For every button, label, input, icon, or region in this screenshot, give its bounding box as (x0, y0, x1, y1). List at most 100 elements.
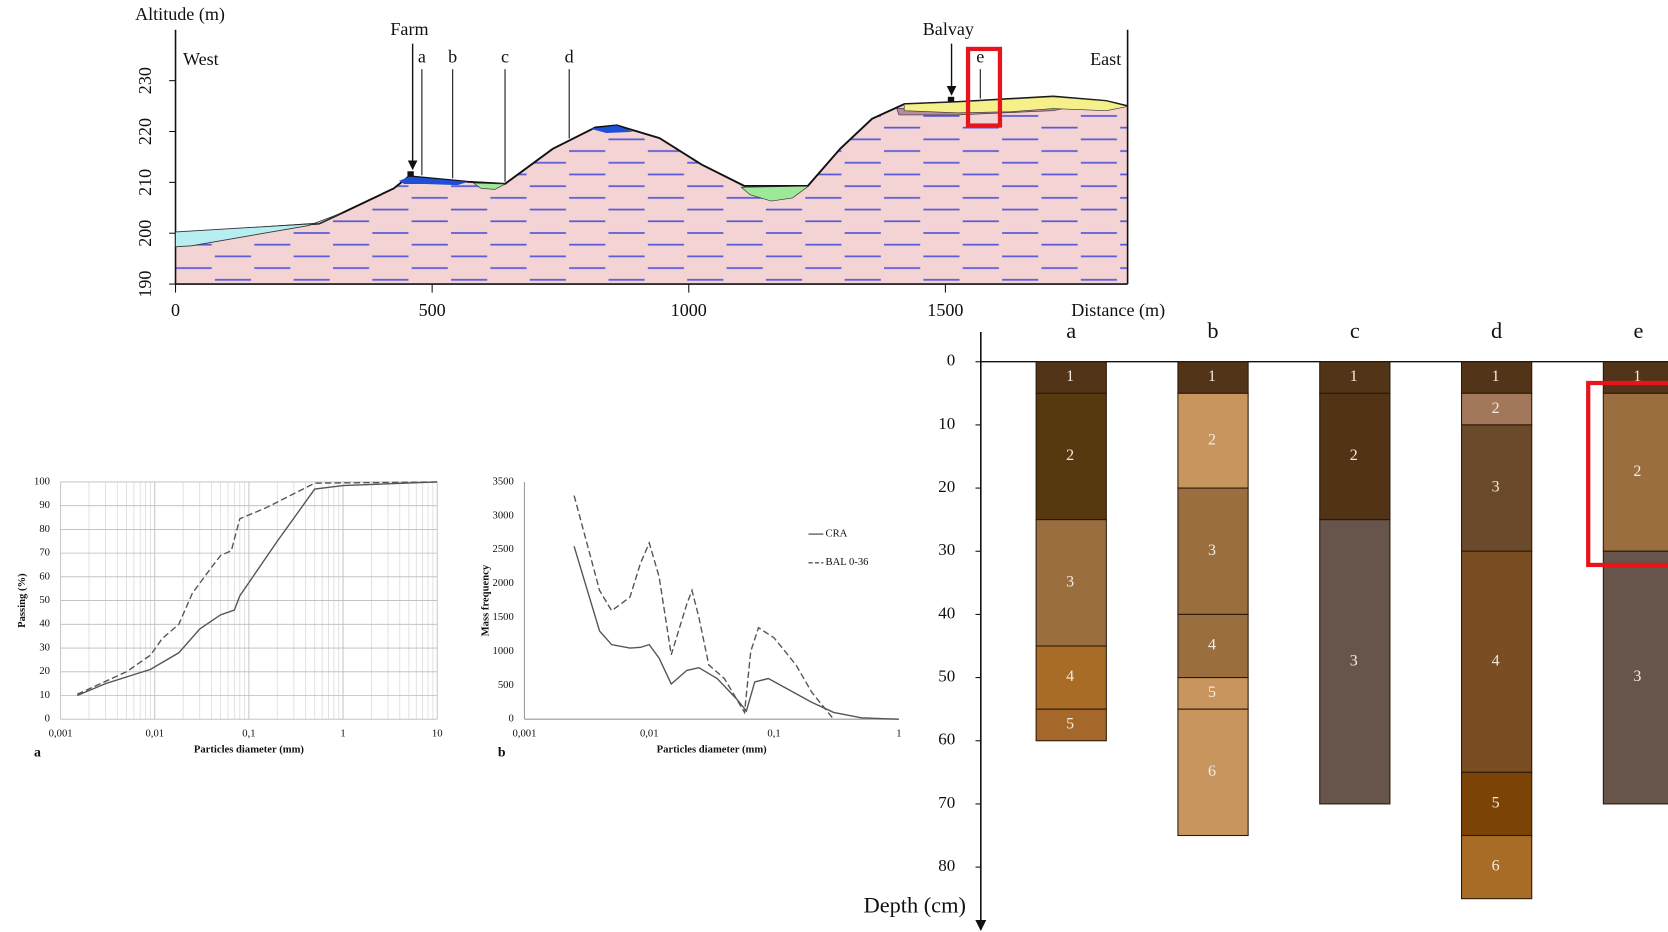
farm-marker (407, 171, 414, 177)
soil-layer (1602, 550, 1668, 805)
soil-layer (1460, 424, 1533, 552)
layer-label: 1 (1066, 368, 1074, 385)
x-tick-label: 0,01 (640, 729, 659, 740)
y-tick-label: 60 (938, 730, 955, 749)
layer-label: 5 (1492, 795, 1500, 812)
y-tick-label: 220 (135, 118, 155, 145)
profile-decor (175, 46, 1128, 248)
layer-label: 1 (1208, 368, 1216, 385)
y-tick-label: 2000 (493, 578, 514, 589)
y-tick-label: 190 (135, 271, 155, 298)
site-label: Balvay (923, 19, 974, 39)
y-tick-label: 0 (45, 714, 50, 725)
layer-label: 6 (1208, 763, 1216, 780)
soil-layer (1177, 392, 1249, 489)
layer-label: 3 (1492, 479, 1500, 496)
x-tick-label: 0,001 (49, 729, 73, 740)
x-axis-title: Distance (m) (1071, 300, 1165, 321)
soil-layer (1460, 550, 1533, 773)
y-tick-label: 10 (39, 690, 50, 701)
y-tick-label: 3500 (493, 476, 514, 487)
x-tick-label: 10 (432, 729, 443, 740)
x-tick-label: 0,001 (512, 729, 536, 740)
panel-label: a (34, 744, 41, 759)
profile-label: d (565, 47, 574, 67)
series-line (76, 481, 438, 695)
layer-label: 1 (1492, 368, 1500, 385)
y-tick-label: 3000 (493, 510, 514, 521)
x-tick-label: 1 (896, 729, 901, 740)
layer-label: 2 (1208, 431, 1216, 448)
soil-layer (1035, 708, 1107, 742)
soil-layer (1177, 677, 1249, 710)
y-tick-label: 0 (508, 714, 513, 725)
y-tick-label: 80 (39, 524, 50, 535)
profile-label: c (501, 47, 509, 67)
alluvium-lens (175, 212, 343, 248)
soil-layer (1177, 708, 1249, 837)
layer-label: 2 (1492, 400, 1500, 417)
soil-layer (1177, 487, 1249, 615)
soil-layer (1177, 361, 1249, 394)
water-lens (398, 176, 469, 186)
y-tick-label: 40 (938, 603, 955, 622)
green-lens (740, 185, 810, 202)
yellow-layer (903, 96, 1128, 114)
profile-label: a (418, 47, 426, 67)
column-label: c (1350, 318, 1360, 343)
y-tick-label: 40 (39, 619, 50, 630)
x-tick-label: 500 (419, 300, 446, 320)
column-label: d (1491, 318, 1502, 343)
x-tick-label: 1500 (927, 300, 963, 320)
y-tick-label: 0 (947, 351, 956, 370)
layer-label: 3 (1066, 573, 1074, 590)
y-tick-label: 30 (39, 642, 50, 653)
x-tick-label: 1 (340, 729, 345, 740)
column-label: b (1207, 318, 1218, 343)
y-axis-title: Depth (cm) (864, 893, 966, 918)
y-tick-label: 500 (498, 680, 514, 691)
legend-label: CRA (825, 529, 847, 540)
highlight-box (1586, 380, 1668, 568)
side-label: West (183, 49, 219, 69)
x-tick-label: 0 (171, 300, 180, 320)
balvay-marker (947, 96, 955, 103)
x-axis-title: Particles diameter (mm) (194, 745, 305, 756)
y-tick-label: 100 (34, 476, 50, 487)
layer-label: 3 (1208, 542, 1216, 559)
y-tick-label: 30 (938, 540, 955, 559)
y-tick-label: 80 (938, 856, 955, 875)
y-tick-label: 70 (39, 548, 50, 559)
x-tick-label: 1000 (671, 300, 707, 320)
y-tick-label: 1500 (493, 612, 514, 623)
y-tick-label: 1000 (493, 646, 514, 657)
layer-label: 4 (1208, 637, 1216, 654)
profile-label: e (976, 47, 984, 67)
y-axis-title: Mass frequency (481, 564, 492, 636)
layer-label: 5 (1208, 684, 1216, 701)
y-tick-label: 90 (39, 500, 50, 511)
layer-label: 4 (1492, 652, 1500, 669)
y-tick-label: 20 (39, 666, 50, 677)
y-tick-label: 10 (938, 414, 955, 433)
soil-layer (1177, 613, 1249, 679)
layer-label: 2 (1350, 447, 1358, 464)
layer-label: 1 (1350, 368, 1358, 385)
y-tick-label: 20 (938, 477, 955, 496)
soil-layer (1035, 519, 1107, 647)
series-line (573, 495, 835, 720)
y-axis-title: Altitude (m) (135, 4, 225, 25)
layer-label: 6 (1492, 858, 1500, 875)
soil-layer (1460, 361, 1533, 394)
x-tick-label: 0,1 (242, 729, 255, 740)
legend-label: BAL 0-36 (825, 557, 868, 568)
series-line (573, 546, 899, 720)
highlight-box (965, 46, 1003, 128)
soil-layer (1035, 392, 1107, 521)
profile-label: b (448, 47, 457, 67)
panel-label: b (498, 744, 506, 759)
column-label: a (1066, 318, 1076, 343)
